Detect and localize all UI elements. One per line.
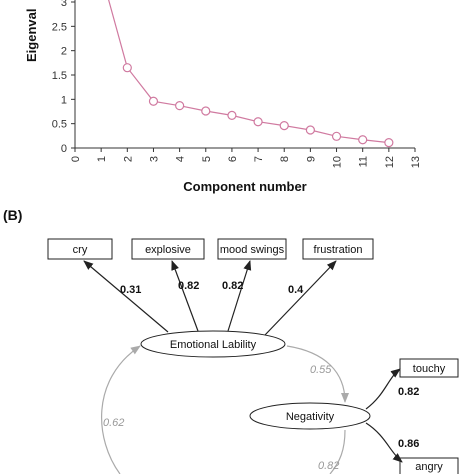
x-tick-label: 8 <box>279 156 291 162</box>
x-tick-label: 7 <box>253 156 265 162</box>
x-tick-label: 5 <box>201 156 213 162</box>
loading-explosive: 0.82 <box>178 280 199 292</box>
indicator-label-touchy: touchy <box>413 363 446 375</box>
scree-point <box>305 125 315 135</box>
x-tick-label: 6 <box>227 156 239 162</box>
x-tick-label: 0 <box>70 156 82 162</box>
indicator-box-cry <box>47 238 113 260</box>
indicator-label-mood-swings: mood swings <box>220 244 285 256</box>
path-frustration <box>264 260 337 336</box>
scree-line <box>108 0 389 144</box>
path-diagram: (B) cry explosive mood swings frustratio… <box>3 207 459 474</box>
y-ticks: 0 0.5 1 1.5 2 2.5 3 <box>52 0 75 155</box>
y-tick-label: 2.5 <box>52 21 67 33</box>
x-tick-label: 9 <box>305 156 317 162</box>
scree-point <box>253 117 263 127</box>
scree-point <box>201 106 211 116</box>
y-tick-label: 0 <box>61 143 67 155</box>
indicator-label-explosive: explosive <box>145 244 191 256</box>
x-axis-label: Component number <box>183 179 307 194</box>
factor-negativity <box>249 402 371 430</box>
loading-angry: 0.86 <box>398 438 419 450</box>
indicator-label-frustration: frustration <box>314 244 363 256</box>
scree-point <box>227 110 237 120</box>
y-tick-label: 1.5 <box>52 70 67 82</box>
loading-mood-swings: 0.82 <box>222 280 243 292</box>
y-axis-label: Eigenval <box>24 9 39 62</box>
gray-label-062: 0.62 <box>103 417 124 429</box>
indicator-label-angry: angry <box>415 461 443 473</box>
x-tick-label: 10 <box>332 156 344 168</box>
y-tick-label: 1 <box>61 94 67 106</box>
x-tick-label: 4 <box>175 156 187 162</box>
x-tick-label: 13 <box>410 156 422 168</box>
scree-points <box>122 63 394 148</box>
scree-plot: Eigenval 00.511.522.53 0 1 2 3 4 5 6 7 8 9 10 11 12 1… <box>24 0 422 194</box>
scree-point <box>122 63 132 73</box>
x-tick-label: 1 <box>96 156 108 162</box>
gray-path-to-negativity <box>286 345 349 403</box>
loading-cry: 0.31 <box>120 284 141 296</box>
x-ticks: 0 1 2 3 4 5 6 7 8 9 10 11 12 13 <box>70 148 422 168</box>
indicator-box-explosive <box>131 238 205 260</box>
x-tick-label: 2 <box>122 156 134 162</box>
loading-frustration: 0.4 <box>288 284 304 296</box>
scree-point <box>358 135 368 145</box>
y-tick-label: 3 <box>61 0 67 9</box>
x-tick-label: 12 <box>384 156 396 168</box>
gray-label-082: 0.82 <box>318 460 339 472</box>
x-tick-label: 11 <box>358 156 370 167</box>
factor-label-negativity: Negativity <box>286 411 335 423</box>
scree-point <box>384 138 394 148</box>
factor-emotional-lability <box>140 330 286 358</box>
loading-touchy: 0.82 <box>398 386 419 398</box>
indicator-box-frustration <box>302 238 374 260</box>
scree-point <box>148 96 159 106</box>
scree-point <box>331 131 342 141</box>
indicator-box-mood-swings <box>217 238 287 260</box>
gray-path-left-curve <box>101 345 141 474</box>
indicator-label-cry: cry <box>73 244 88 256</box>
indicator-box-touchy <box>399 358 459 378</box>
path-touchy <box>365 368 401 410</box>
path-explosive <box>171 260 199 332</box>
x-tick-label: 3 <box>148 156 160 162</box>
panel-label-b: (B) <box>3 207 22 223</box>
gray-path-bottom <box>329 429 346 474</box>
gray-label-055: 0.55 <box>310 364 332 376</box>
path-mood-swings <box>227 260 252 332</box>
indicator-box-angry <box>399 457 459 474</box>
path-cry <box>83 260 169 333</box>
factor-label-emotional-lability: Emotional Lability <box>170 339 257 351</box>
path-angry <box>365 422 403 463</box>
scree-point <box>175 101 185 111</box>
scree-point <box>279 121 289 131</box>
y-tick-label: 2 <box>61 46 67 58</box>
y-tick-label: 0.5 <box>52 119 67 131</box>
